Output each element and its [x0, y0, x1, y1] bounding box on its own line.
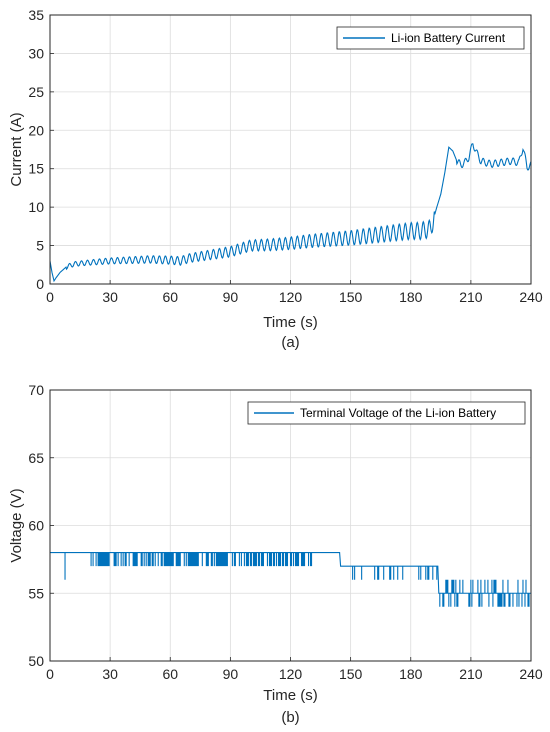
x-axis-label: Time (s) — [263, 687, 317, 704]
x-tick-label: 0 — [46, 666, 54, 682]
y-tick-labels: 0 5 10 15 20 25 30 35 — [28, 7, 44, 292]
y-tick-label: 65 — [28, 450, 44, 466]
x-tick-label: 240 — [519, 666, 543, 682]
legend: Terminal Voltage of the Li-ion Battery — [247, 401, 526, 425]
x-tick-label: 150 — [339, 289, 363, 305]
y-tick-label: 30 — [28, 45, 44, 61]
y-tick-label: 25 — [28, 84, 44, 100]
y-axis-label: Voltage (V) — [8, 488, 25, 562]
x-axis-label: Time (s) — [263, 314, 317, 331]
legend-entry: Terminal Voltage of the Li-ion Battery — [300, 406, 496, 420]
x-tick-label: 180 — [399, 289, 423, 305]
x-tick-labels: 0 30 60 90 120 150 180 210 240 — [46, 289, 543, 305]
y-tick-label: 35 — [28, 7, 44, 23]
series-line — [50, 552, 531, 607]
series-lines — [49, 143, 532, 283]
current-chart-panel: 0 30 60 90 120 150 180 210 240 0 5 10 15 20 25 30 35 Ti… — [8, 7, 543, 351]
y-tick-label: 60 — [28, 518, 44, 534]
axes-box — [49, 389, 532, 662]
panel-label: (b) — [281, 709, 299, 726]
y-tick-label: 0 — [36, 276, 44, 292]
y-tick-label: 20 — [28, 122, 44, 138]
x-tick-label: 0 — [46, 289, 54, 305]
legend-entry: Li-ion Battery Current — [391, 31, 506, 45]
x-tick-label: 30 — [102, 666, 118, 682]
x-tick-label: 120 — [279, 289, 303, 305]
legend-box — [336, 26, 525, 50]
legend-box — [247, 401, 526, 425]
x-tick-label: 90 — [223, 666, 239, 682]
y-tick-label: 50 — [28, 653, 44, 669]
series-line — [49, 143, 532, 283]
x-tick-label: 60 — [162, 666, 178, 682]
gridlines — [49, 389, 532, 662]
y-tick-labels: 50 55 60 65 70 — [28, 382, 44, 669]
x-tick-label: 120 — [279, 666, 303, 682]
x-tick-label: 210 — [459, 289, 483, 305]
series-lines — [50, 552, 531, 607]
x-tick-label: 150 — [339, 666, 363, 682]
y-axis-label: Current (A) — [8, 112, 25, 186]
y-tick-label: 5 — [36, 238, 44, 254]
x-tick-label: 60 — [162, 289, 178, 305]
x-tick-label: 180 — [399, 666, 423, 682]
y-tick-label: 55 — [28, 585, 44, 601]
legend: Li-ion Battery Current — [336, 26, 525, 50]
voltage-chart-panel: 0 30 60 90 120 150 180 210 240 50 55 60 65 70 Time (… — [8, 382, 543, 726]
x-tick-label: 210 — [459, 666, 483, 682]
x-tick-label: 240 — [519, 289, 543, 305]
axes-box — [49, 14, 532, 285]
panel-label: (a) — [281, 334, 299, 351]
x-tick-label: 90 — [223, 289, 239, 305]
y-tick-label: 15 — [28, 161, 44, 177]
x-tick-label: 30 — [102, 289, 118, 305]
y-tick-label: 70 — [28, 382, 44, 398]
x-tick-labels: 0 30 60 90 120 150 180 210 240 — [46, 666, 543, 682]
y-tick-label: 10 — [28, 199, 44, 215]
